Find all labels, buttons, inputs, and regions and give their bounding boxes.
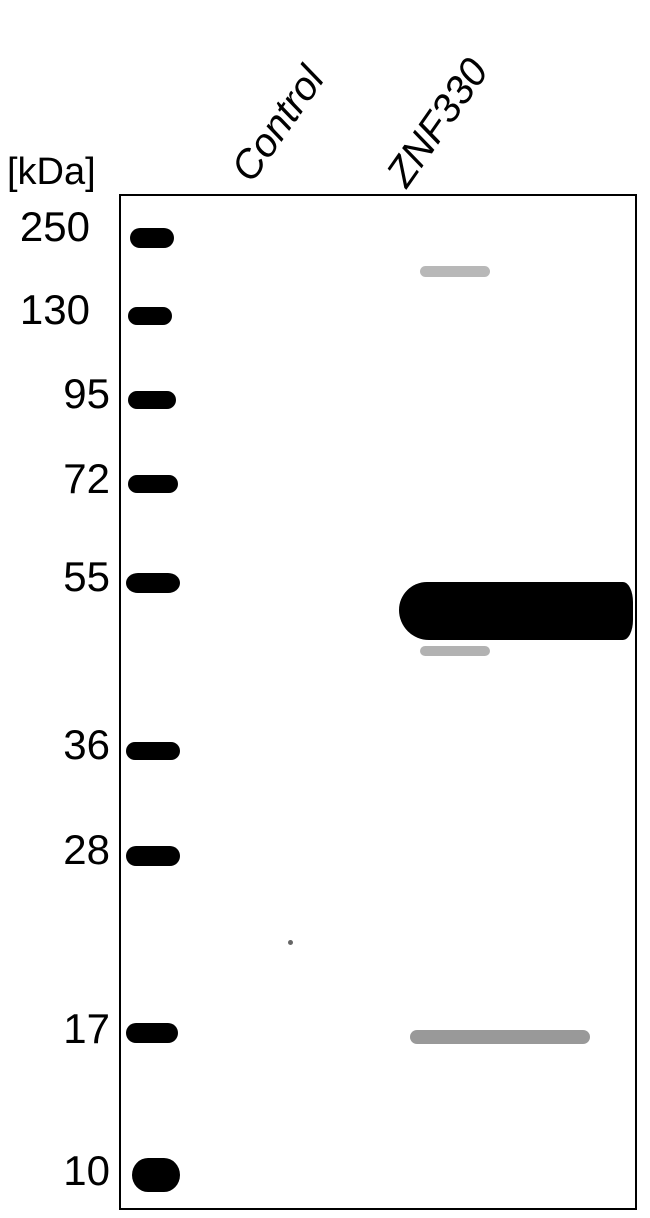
figure-container: [kDa] 250 130 95 72 55 36 28 17 10 Contr… <box>0 0 650 1218</box>
mw-label-250: 250 <box>0 203 90 251</box>
mw-label-72: 72 <box>20 455 110 503</box>
mw-label-130: 130 <box>0 286 90 334</box>
lane-label-znf330: ZNF330 <box>378 51 498 195</box>
mw-label-36: 36 <box>20 721 110 769</box>
mw-label-55: 55 <box>20 553 110 601</box>
ladder-marker-130 <box>128 307 172 325</box>
mw-label-28: 28 <box>20 826 110 874</box>
blot-frame <box>119 194 637 1210</box>
lane-label-control: Control <box>223 59 334 190</box>
band-faint-bottom <box>410 1030 590 1044</box>
band-faint-mid <box>420 646 490 656</box>
ladder-marker-72 <box>128 475 178 493</box>
mw-label-95: 95 <box>20 370 110 418</box>
mw-label-17: 17 <box>20 1005 110 1053</box>
ladder-marker-95 <box>128 391 176 409</box>
axis-title: [kDa] <box>7 151 96 194</box>
speck <box>288 940 293 945</box>
ladder-marker-10 <box>132 1158 180 1192</box>
ladder-marker-28 <box>126 846 180 866</box>
band-faint-top <box>420 266 490 277</box>
ladder-marker-55 <box>126 573 180 593</box>
ladder-marker-36 <box>126 742 180 760</box>
band-main <box>399 582 633 640</box>
ladder-marker-250 <box>130 228 174 248</box>
mw-label-10: 10 <box>20 1147 110 1195</box>
ladder-marker-17 <box>126 1023 178 1043</box>
